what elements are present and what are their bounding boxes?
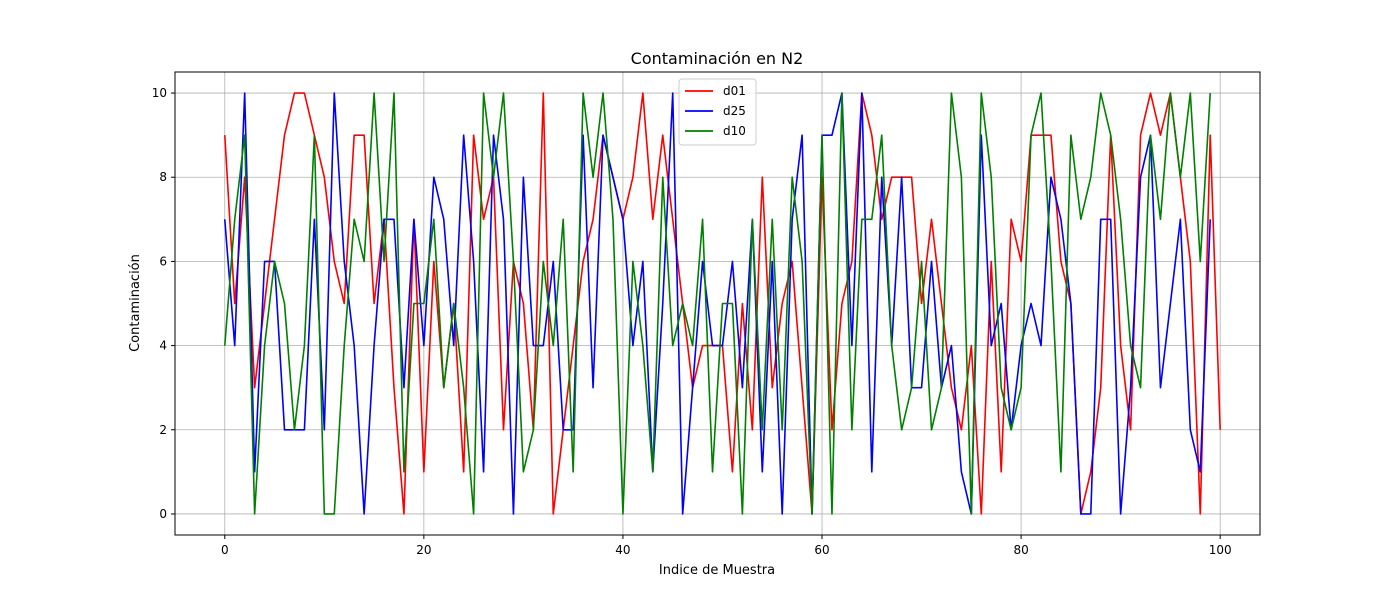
series-line-d10 <box>223 92 1212 515</box>
legend: d01 d25 d10 <box>678 78 757 146</box>
y-tick-label: 4 <box>159 339 167 353</box>
y-tick-label: 2 <box>159 423 167 437</box>
x-tick-label: 0 <box>221 543 229 557</box>
legend-label-d01: d01 <box>723 84 746 98</box>
series-layer <box>223 92 1221 515</box>
y-tick-label: 6 <box>159 254 167 268</box>
x-tick-label: 80 <box>1013 543 1028 557</box>
grid <box>175 72 1260 535</box>
x-axis: 0 20 40 60 80 100 <box>221 535 1232 557</box>
x-tick-label: 100 <box>1209 543 1232 557</box>
series-line-d25 <box>223 92 1212 515</box>
x-tick-label: 60 <box>814 543 829 557</box>
legend-label-d25: d25 <box>723 104 746 118</box>
x-axis-label: Indice de Muestra <box>659 563 775 578</box>
y-tick-label: 10 <box>152 86 167 100</box>
y-axis-label: Contaminación <box>128 254 143 352</box>
y-tick-label: 8 <box>159 170 167 184</box>
plot-frame <box>174 71 1261 536</box>
y-tick-label: 0 <box>159 507 167 521</box>
y-axis: 0 2 4 6 8 10 <box>152 86 175 521</box>
legend-label-d10: d10 <box>723 124 746 138</box>
chart-title: Contaminación en N2 <box>631 49 804 68</box>
legend-box <box>678 78 757 146</box>
x-tick-label: 40 <box>615 543 630 557</box>
x-tick-label: 20 <box>416 543 431 557</box>
